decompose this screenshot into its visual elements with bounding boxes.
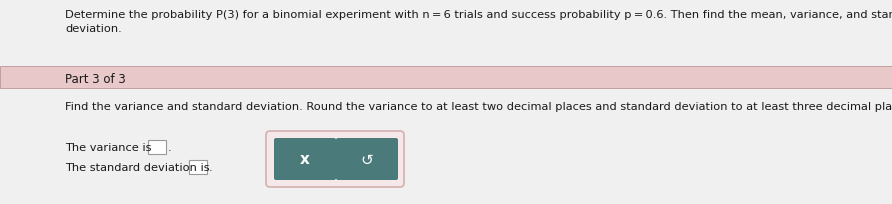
Text: The variance is: The variance is	[65, 142, 152, 152]
Text: The standard deviation is: The standard deviation is	[65, 162, 210, 172]
Text: Determine the probability P(3) for a binomial experiment with n = 6 trials and s: Determine the probability P(3) for a bin…	[65, 10, 892, 20]
Text: .: .	[209, 162, 212, 172]
FancyBboxPatch shape	[336, 138, 398, 180]
FancyBboxPatch shape	[266, 131, 404, 187]
Text: Part 3 of 3: Part 3 of 3	[65, 73, 126, 86]
FancyBboxPatch shape	[274, 138, 336, 180]
Text: .: .	[168, 142, 171, 152]
Text: Find the variance and standard deviation. Round the variance to at least two dec: Find the variance and standard deviation…	[65, 102, 892, 111]
Bar	[0, 67, 892, 89]
Text: deviation.: deviation.	[65, 24, 121, 34]
Bar	[189, 160, 207, 174]
Text: x: x	[300, 152, 310, 167]
Bar	[148, 140, 166, 154]
Text: ↺: ↺	[360, 152, 374, 167]
